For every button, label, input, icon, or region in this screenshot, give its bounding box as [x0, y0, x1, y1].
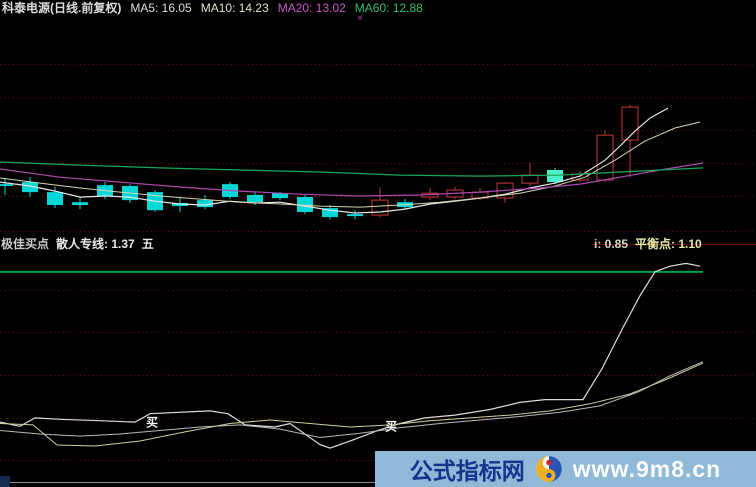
- ma20-label: MA20: 13.02: [277, 0, 346, 15]
- stock-title: 科泰电源(日线.前复权): [2, 1, 122, 15]
- buy-mark: 买: [384, 419, 398, 434]
- corner-box: [0, 476, 10, 487]
- indicator-line-散人专线: [0, 262, 701, 449]
- ma10-label: MA10: 14.23: [200, 0, 269, 15]
- indicator-line-line2: [0, 361, 704, 439]
- sanren-line-label: 散人专线: 1.37: [56, 237, 135, 251]
- ma5-label: MA5: 16.05: [130, 0, 192, 15]
- site-url: www.9m8.cn: [572, 455, 722, 482]
- balance-point-label: 平衡点: 1.10: [635, 237, 702, 251]
- ma-line-MA5: [0, 107, 669, 214]
- ma-line-MA10: [0, 121, 701, 208]
- ma-line-MA60: [0, 161, 704, 177]
- site-name: 公式指标网: [409, 458, 525, 484]
- chart-marker-icon: ×: [357, 13, 363, 24]
- indicator-title-row: 极佳买点 散人专线: 1.37 五: [1, 236, 154, 251]
- indicator-name-label: 极佳买点: [1, 237, 50, 251]
- partial-value-label: i: 0.85: [594, 236, 629, 251]
- site-logo-icon: [535, 456, 562, 482]
- ma60-label: MA60: 12.88: [354, 0, 423, 15]
- watermark-banner: 公式指标网 www.9m8.cn: [375, 451, 756, 487]
- ma-line-MA20: [0, 162, 704, 197]
- indicator-line-平衡点: [0, 362, 704, 447]
- buy-mark: 买: [145, 416, 159, 431]
- indicator-values-row: i: 0.85 平衡点: 1.10: [594, 236, 702, 252]
- indicator-suffix-label: 五: [141, 237, 154, 251]
- chart-header: 科泰电源(日线.前复权) MA5: 16.05 MA10: 14.23 MA20…: [2, 0, 423, 16]
